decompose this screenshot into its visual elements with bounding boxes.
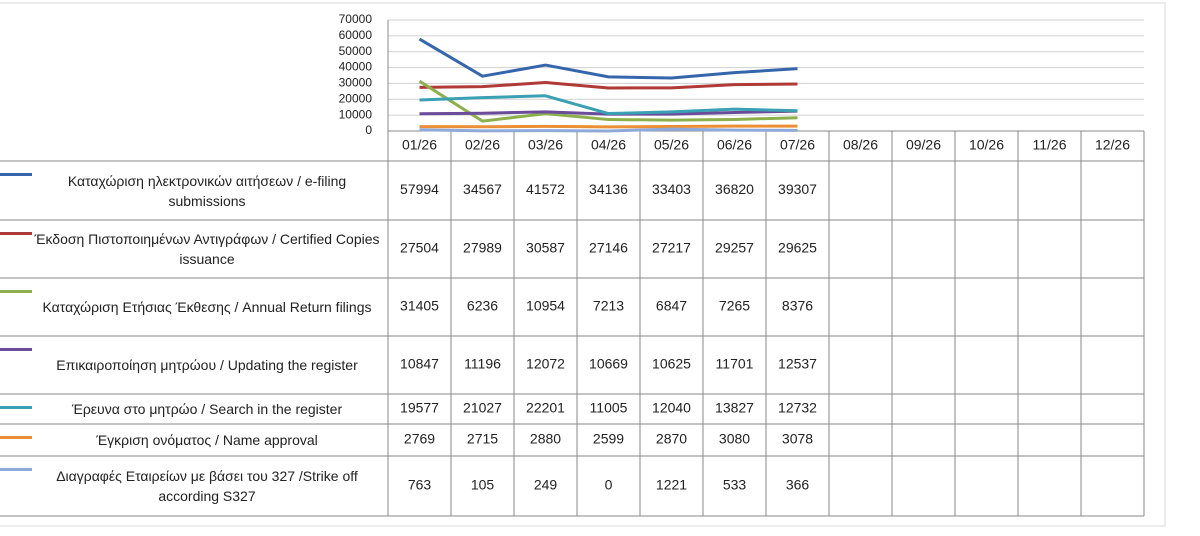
table-value: 10847 — [400, 356, 439, 372]
table-value: 8376 — [782, 298, 813, 314]
legend-entry: Καταχώριση ηλεκτρονικών αιτήσεων / e-fil… — [0, 161, 386, 220]
table-value: 12040 — [652, 400, 691, 416]
table-value: 19577 — [400, 400, 439, 416]
table-value: 0 — [605, 477, 613, 493]
legend-entry: Έκδοση Πιστοποιημένων Αντιγράφων / Certi… — [0, 220, 386, 278]
table-value: 29257 — [715, 240, 754, 256]
table-value: 12072 — [526, 356, 565, 372]
table-value: 13827 — [715, 400, 754, 416]
series-line — [418, 37, 798, 80]
x-tick-label: 07/26 — [780, 137, 815, 153]
table-value: 31405 — [400, 298, 439, 314]
legend-entry: Έρευνα στο μητρώο / Search in the regist… — [0, 394, 386, 424]
table-value: 11701 — [716, 356, 754, 372]
table-value: 1221 — [656, 477, 687, 493]
legend-swatch — [0, 406, 32, 409]
series-line — [419, 127, 798, 133]
table-value: 34136 — [589, 181, 628, 197]
table-value: 11196 — [464, 356, 501, 372]
series-line — [418, 79, 798, 123]
table-value: 27217 — [652, 240, 691, 256]
x-tick-label: 12/26 — [1095, 137, 1130, 153]
x-tick-label: 03/26 — [528, 137, 563, 153]
table-value: 105 — [471, 477, 495, 493]
table-value: 2715 — [467, 431, 498, 447]
table-value: 12732 — [778, 400, 817, 416]
legend-swatch — [0, 468, 32, 471]
legend-label: Διαγραφές Εταιρείων με βάσει του 327 /St… — [56, 468, 358, 504]
legend-entry: Διαγραφές Εταιρείων με βάσει του 327 /St… — [0, 456, 386, 516]
table-value: 22201 — [526, 400, 565, 416]
legend-label: Επικαιροποίηση μητρώου / Updating the re… — [56, 357, 358, 373]
legend-label: Καταχώριση ηλεκτρονικών αιτήσεων / e-fil… — [67, 172, 347, 209]
table-value: 34567 — [463, 181, 502, 197]
legend-swatch — [0, 232, 32, 235]
table-value: 366 — [786, 477, 810, 493]
table-value: 10625 — [652, 356, 691, 372]
legend-label: Έκδοση Πιστοποιημένων Αντιγράφων / Certi… — [34, 231, 380, 267]
y-tick-label: 30000 — [339, 76, 373, 90]
chart-frame — [0, 2, 1166, 527]
table-value: 57994 — [400, 181, 439, 197]
table-value: 2769 — [404, 431, 435, 447]
table-value: 30587 — [526, 240, 565, 256]
x-tick-label: 01/26 — [402, 137, 437, 153]
table-value: 10954 — [526, 298, 565, 314]
x-tick-label: 04/26 — [591, 137, 626, 153]
table-value: 10669 — [589, 356, 628, 372]
table-value: 41572 — [526, 181, 565, 197]
table-value: 6847 — [656, 298, 687, 314]
table-value: 2599 — [593, 431, 624, 447]
x-tick-label: 06/26 — [717, 137, 752, 153]
table-value: 39307 — [778, 181, 817, 197]
table-value: 2870 — [656, 431, 687, 447]
x-tick-label: 08/26 — [843, 137, 878, 153]
table-value: 7213 — [593, 298, 624, 314]
y-tick-label: 60000 — [339, 28, 373, 42]
y-tick-label: 50000 — [339, 44, 373, 58]
series-line — [419, 94, 798, 116]
x-tick-label: 10/26 — [969, 137, 1004, 153]
legend-entry: Επικαιροποίηση μητρώου / Updating the re… — [0, 336, 386, 394]
legend-swatch — [0, 348, 32, 351]
y-tick-label: 40000 — [339, 60, 373, 74]
table-value: 11005 — [590, 400, 628, 416]
x-tick-label: 11/26 — [1033, 137, 1067, 153]
table-value: 27504 — [400, 240, 439, 256]
legend-swatch — [0, 436, 32, 439]
y-tick-label: 10000 — [339, 107, 373, 121]
table-value: 3080 — [719, 431, 750, 447]
y-tick-label: 0 — [365, 123, 372, 137]
x-tick-label: 05/26 — [654, 137, 689, 153]
table-value: 33403 — [652, 181, 691, 197]
legend-entry: Έγκριση ονόματος / Name approval — [0, 424, 386, 456]
legend-swatch — [0, 290, 32, 293]
table-value: 21027 — [463, 400, 502, 416]
legend-label: Έρευνα στο μητρώο / Search in the regist… — [71, 401, 343, 417]
table-value: 27146 — [589, 240, 628, 256]
table-value: 36820 — [715, 181, 754, 197]
table-value: 6236 — [467, 298, 498, 314]
table-value: 2880 — [530, 431, 561, 447]
table-value: 12537 — [778, 356, 817, 372]
table-value: 29625 — [778, 240, 817, 256]
legend-label: Καταχώριση Ετήσιας Έκθεσης / Annual Retu… — [42, 299, 372, 315]
x-tick-label: 02/26 — [465, 137, 500, 153]
x-tick-label: 09/26 — [906, 137, 941, 153]
table-value: 7265 — [719, 298, 750, 314]
series-line — [419, 80, 798, 90]
y-tick-label: 20000 — [339, 91, 373, 105]
table-value: 763 — [408, 477, 432, 493]
legend-swatch — [0, 173, 32, 176]
y-tick-label: 70000 — [339, 12, 373, 26]
table-value: 27989 — [463, 240, 502, 256]
legend-label: Έγκριση ονόματος / Name approval — [96, 432, 318, 448]
table-value: 3078 — [782, 431, 813, 447]
series-line — [419, 124, 798, 129]
legend-entry: Καταχώριση Ετήσιας Έκθεσης / Annual Retu… — [0, 278, 386, 336]
table-value: 249 — [534, 477, 558, 493]
table-value: 533 — [723, 477, 747, 493]
